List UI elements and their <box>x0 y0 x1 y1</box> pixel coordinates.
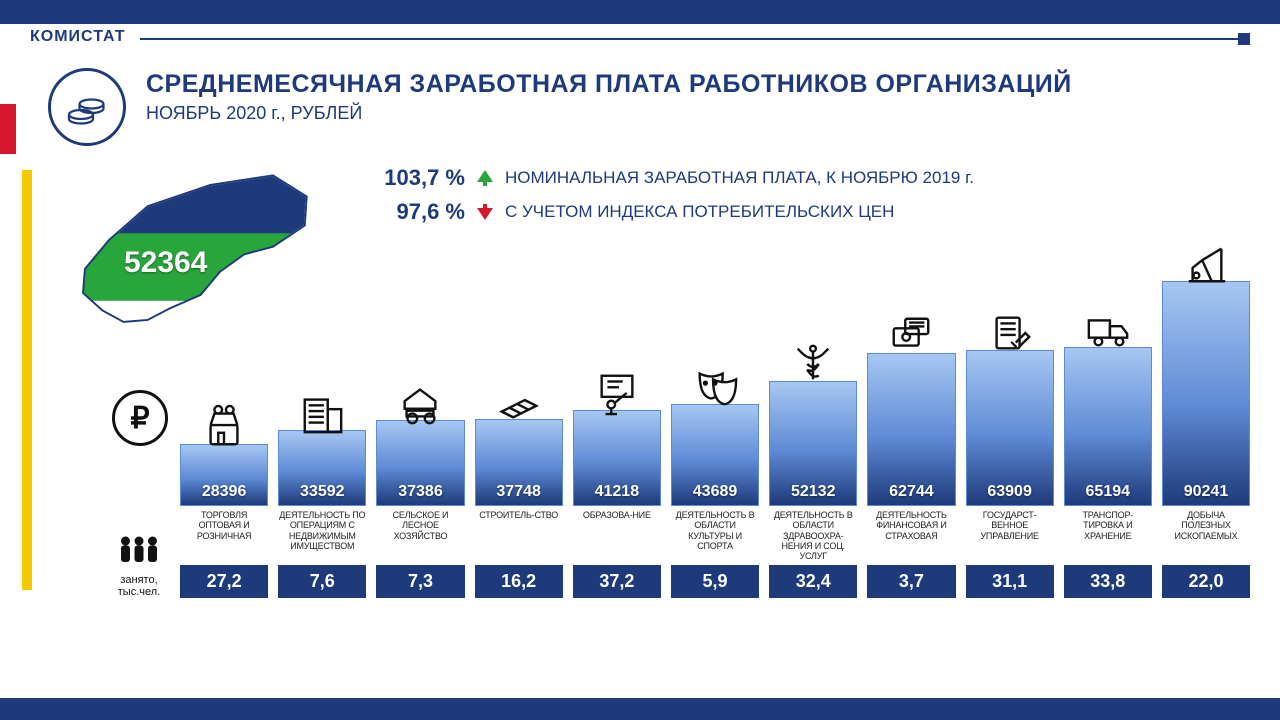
indicator-pct: 97,6 % <box>370 199 465 225</box>
chart-column: 52132 ДЕЯТЕЛЬНОСТЬ В ОБЛАСТИ ЗДРАВООХРА-Н… <box>769 335 857 566</box>
brand-row: КОМИСТАТ <box>0 24 1280 46</box>
brand-line <box>140 38 1250 40</box>
salary-value: 41218 <box>574 483 660 501</box>
category-icon <box>1176 235 1236 287</box>
indicator-block: 103,7 % НОМИНАЛЬНАЯ ЗАРАБОТНАЯ ПЛАТА, К … <box>370 165 974 233</box>
employment-cell: 16,2 <box>475 565 563 598</box>
indicator-label: НОМИНАЛЬНАЯ ЗАРАБОТНАЯ ПЛАТА, К НОЯБРЮ 2… <box>505 168 974 188</box>
category-icon <box>783 335 843 387</box>
salary-value: 28396 <box>181 483 267 501</box>
salary-value: 62744 <box>868 483 954 501</box>
salary-bar-chart: 28396 ТОРГОВЛЯ ОПТОВАЯ И РОЗНИЧНАЯ 33592 ДЕ… <box>180 235 1250 566</box>
arrow-down-icon <box>475 202 495 222</box>
category-label: ДЕЯТЕЛЬНОСТЬ ФИНАНСОВАЯ И СТРАХОВАЯ <box>867 506 955 566</box>
category-label: ОБРАЗОВА-НИЕ <box>582 506 652 566</box>
chart-column: 43689 ДЕЯТЕЛЬНОСТЬ В ОБЛАСТИ КУЛЬТУРЫ И С… <box>671 358 759 566</box>
arrow-up-icon <box>475 168 495 188</box>
page-title: СРЕДНЕМЕСЯЧНАЯ ЗАРАБОТНАЯ ПЛАТА РАБОТНИК… <box>146 70 1072 99</box>
employment-cell: 37,2 <box>573 565 661 598</box>
indicator-row: 97,6 % С УЧЕТОМ ИНДЕКСА ПОТРЕБИТЕЛЬСКИХ … <box>370 199 974 225</box>
salary-bar: 41218 <box>573 410 661 506</box>
employment-row: 27,2 7,6 7,3 16,2 37,2 5,9 32,4 3,7 31,1 33,8 22,0 <box>180 565 1250 598</box>
chart-column: 41218 ОБРАЗОВА-НИЕ <box>573 364 661 566</box>
indicator-pct: 103,7 % <box>370 165 465 191</box>
employment-cell: 27,2 <box>180 565 268 598</box>
category-icon <box>390 374 450 426</box>
salary-bar: 43689 <box>671 404 759 506</box>
salary-value: 37748 <box>476 483 562 501</box>
chart-column: 65194 ТРАНСПОР-ТИРОВКА И ХРАНЕНИЕ <box>1064 301 1152 566</box>
accent-red <box>0 104 16 154</box>
chart-column: 37386 СЕЛЬСКОЕ И ЛЕСНОЕ ХОЗЯЙСТВО <box>376 374 464 566</box>
salary-bar: 37386 <box>376 420 464 506</box>
category-icon <box>194 398 254 450</box>
employment-cell: 33,8 <box>1064 565 1152 598</box>
category-icon <box>292 384 352 436</box>
chart-column: 90241 ДОБЫЧА ПОЛЕЗНЫХ ИСКОПАЕМЫХ <box>1162 235 1250 566</box>
salary-bar: 37748 <box>475 419 563 506</box>
category-icon <box>1078 301 1138 353</box>
category-label: ТРАНСПОР-ТИРОВКА И ХРАНЕНИЕ <box>1064 506 1152 566</box>
ruble-icon: ₽ <box>112 390 168 446</box>
salary-bar: 65194 <box>1064 347 1152 506</box>
chart-column: 28396 ТОРГОВЛЯ ОПТОВАЯ И РОЗНИЧНАЯ <box>180 398 268 566</box>
page-subtitle: НОЯБРЬ 2020 г., РУБЛЕЙ <box>146 103 1072 124</box>
salary-value: 43689 <box>672 483 758 501</box>
category-icon <box>685 358 745 410</box>
employment-cell: 3,7 <box>867 565 955 598</box>
indicator-label: С УЧЕТОМ ИНДЕКСА ПОТРЕБИТЕЛЬСКИХ ЦЕН <box>505 202 894 222</box>
salary-bar: 28396 <box>180 444 268 506</box>
category-label: СТРОИТЕЛЬ-СТВО <box>478 506 559 566</box>
employment-cell: 22,0 <box>1162 565 1250 598</box>
chart-column: 62744 ДЕЯТЕЛЬНОСТЬ ФИНАНСОВАЯ И СТРАХОВАЯ <box>867 307 955 566</box>
coins-icon <box>48 68 126 146</box>
header: СРЕДНЕМЕСЯЧНАЯ ЗАРАБОТНАЯ ПЛАТА РАБОТНИК… <box>48 68 1250 146</box>
brand-square <box>1238 33 1250 45</box>
indicator-row: 103,7 % НОМИНАЛЬНАЯ ЗАРАБОТНАЯ ПЛАТА, К … <box>370 165 974 191</box>
salary-value: 52132 <box>770 483 856 501</box>
salary-bar: 62744 <box>867 353 955 506</box>
category-label: ДЕЯТЕЛЬНОСТЬ В ОБЛАСТИ ЗДРАВООХРА-НЕНИЯ … <box>769 506 857 566</box>
chart-column: 37748 СТРОИТЕЛЬ-СТВО <box>475 373 563 566</box>
top-bar <box>0 0 1280 24</box>
category-label: ГОСУДАРСТ-ВЕННОЕ УПРАВЛЕНИЕ <box>966 506 1054 566</box>
category-label: ДОБЫЧА ПОЛЕЗНЫХ ИСКОПАЕМЫХ <box>1162 506 1250 566</box>
employment-cell: 31,1 <box>966 565 1054 598</box>
category-label: ТОРГОВЛЯ ОПТОВАЯ И РОЗНИЧНАЯ <box>180 506 268 566</box>
category-icon <box>489 373 549 425</box>
employment-cell: 5,9 <box>671 565 759 598</box>
salary-bar: 52132 <box>769 381 857 506</box>
employment-cell: 32,4 <box>769 565 857 598</box>
bottom-bar <box>0 698 1280 720</box>
salary-value: 65194 <box>1065 483 1151 501</box>
employment-cell: 7,6 <box>278 565 366 598</box>
category-label: ДЕЯТЕЛЬНОСТЬ ПО ОПЕРАЦИЯМ С НЕДВИЖИМЫМ И… <box>278 506 366 566</box>
accent-yellow <box>22 170 32 590</box>
salary-value: 90241 <box>1163 483 1249 501</box>
employment-label: занято, тыс.чел. <box>100 574 178 598</box>
salary-bar: 33592 <box>278 430 366 506</box>
category-label: ДЕЯТЕЛЬНОСТЬ В ОБЛАСТИ КУЛЬТУРЫ И СПОРТА <box>671 506 759 566</box>
people-icon <box>100 535 178 572</box>
salary-value: 63909 <box>967 483 1053 501</box>
chart-column: 33592 ДЕЯТЕЛЬНОСТЬ ПО ОПЕРАЦИЯМ С НЕДВИЖИ… <box>278 384 366 566</box>
salary-bar: 63909 <box>966 350 1054 506</box>
category-label: СЕЛЬСКОЕ И ЛЕСНОЕ ХОЗЯЙСТВО <box>376 506 464 566</box>
category-icon <box>881 307 941 359</box>
salary-value: 37386 <box>377 483 463 501</box>
employment-label-block: занято, тыс.чел. <box>100 535 178 598</box>
salary-value: 33592 <box>279 483 365 501</box>
employment-cell: 7,3 <box>376 565 464 598</box>
category-icon <box>587 364 647 416</box>
salary-bar: 90241 <box>1162 281 1250 506</box>
category-icon <box>980 304 1040 356</box>
brand-label: КОМИСТАТ <box>30 28 126 46</box>
chart-column: 63909 ГОСУДАРСТ-ВЕННОЕ УПРАВЛЕНИЕ <box>966 304 1054 566</box>
